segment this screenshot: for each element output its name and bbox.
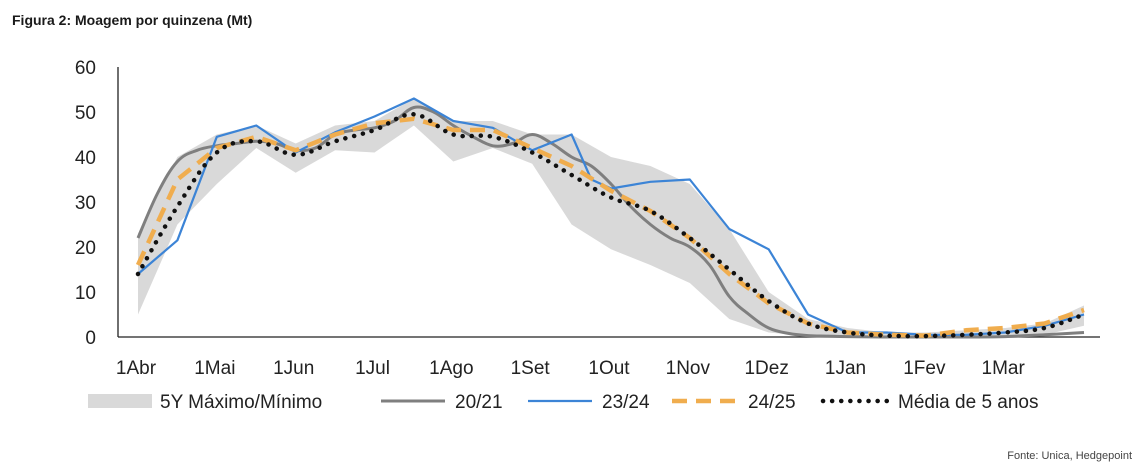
legend: 5Y Máximo/Mínimo 20/21 23/24 24/25 Média de … <box>88 392 1039 413</box>
x-tick-label: 1Ago <box>429 358 473 379</box>
series-avg <box>135 112 1087 339</box>
y-tick-label: 50 <box>75 103 96 124</box>
x-tick-label: 1Dez <box>744 358 788 379</box>
x-tick-label: 1Set <box>511 358 551 379</box>
legend-label-s2324: 23/24 <box>602 392 650 413</box>
legend-label-avg: Média de 5 anos <box>898 392 1039 413</box>
x-tick-label: 1Fev <box>903 358 946 379</box>
y-tick-label: 0 <box>85 328 96 349</box>
x-tick-label: 1Mai <box>194 358 235 379</box>
legend-label-s2021: 20/21 <box>455 392 503 413</box>
x-tick-label: 1Abr <box>116 358 157 379</box>
legend-label-band: 5Y Máximo/Mínimo <box>160 392 322 413</box>
band-layer <box>138 98 1084 337</box>
y-tick-label: 40 <box>75 148 96 169</box>
x-tick-label: 1Jun <box>273 358 314 379</box>
y-tick-label: 30 <box>75 193 96 214</box>
legend-swatch-band <box>88 394 152 408</box>
figure-source: Fonte: Unica, Hedgepoint <box>1007 450 1132 462</box>
y-tick-label: 60 <box>75 58 96 79</box>
legend-label-s2425: 24/25 <box>748 392 796 413</box>
x-tick-label: 1Out <box>588 358 630 379</box>
x-tick-label: 1Jul <box>355 358 390 379</box>
x-tick-label: 1Nov <box>666 358 711 379</box>
x-tick-label: 1Jan <box>825 358 866 379</box>
x-tick-label: 1Mar <box>982 358 1026 379</box>
minmax-band <box>138 98 1084 337</box>
series-layer <box>135 97 1087 339</box>
y-tick-label: 10 <box>75 283 96 304</box>
y-tick-label: 20 <box>75 238 96 259</box>
figure-title: Figura 2: Moagem por quinzena (Mt) <box>12 12 253 28</box>
tick-layer: 0 10 20 30 40 50 60 1Abr 1Mai 1Jun 1Jul 1Ago 1Set 1Ou… <box>75 58 1026 379</box>
